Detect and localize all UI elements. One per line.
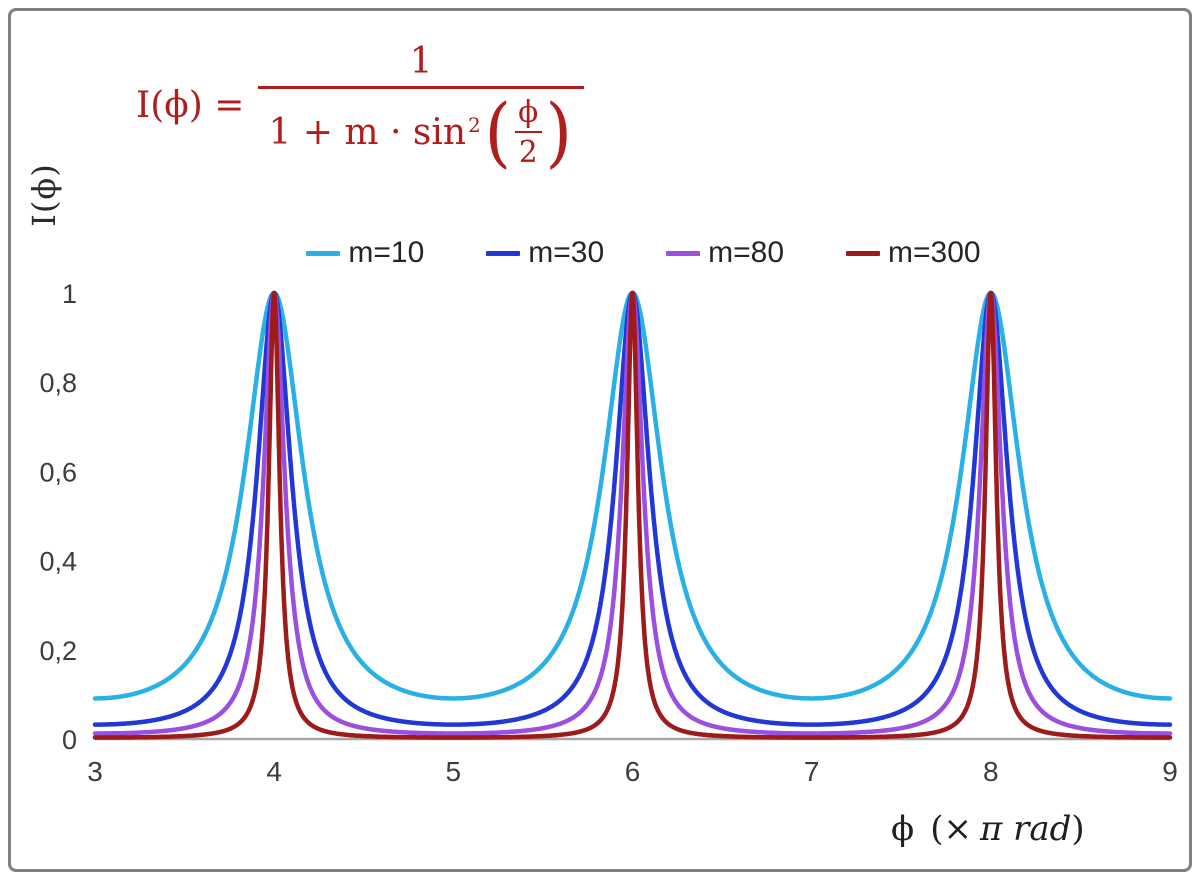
legend-swatch: [846, 250, 881, 256]
legend-swatch: [666, 250, 701, 256]
legend-swatch: [486, 250, 521, 256]
legend-label: m=80: [708, 236, 785, 269]
x-title-close: ): [1071, 809, 1085, 849]
legend: m=10 m=30 m=80 m=300: [106, 233, 1181, 273]
formula-inner-fraction: ϕ 2: [514, 95, 542, 169]
formula-fraction: 1 1 + m · sin 2 ( ϕ 2 ): [258, 41, 584, 170]
formula: I(ϕ) = 1 1 + m · sin 2 ( ϕ 2 ): [136, 41, 584, 170]
x-title-phi: ϕ: [891, 809, 915, 849]
curve-m-80: [92, 290, 1173, 736]
y-tick-label: 0: [62, 725, 77, 755]
legend-label: m=300: [888, 236, 981, 269]
x-tick-label: 9: [1162, 756, 1178, 787]
formula-den-text: 1 + m · sin: [268, 111, 467, 153]
x-tick-label: 6: [625, 756, 641, 787]
x-tick-label: 7: [804, 756, 820, 787]
formula-lhs: I(ϕ) =: [136, 84, 245, 126]
legend-item-m-10: m=10: [306, 236, 424, 270]
x-axis-title: ϕ (× π rad): [891, 809, 1085, 849]
legend-label: m=30: [528, 236, 605, 269]
formula-den-exponent: 2: [468, 113, 481, 137]
x-tick-label: 8: [983, 756, 999, 787]
y-tick-label: 1: [62, 279, 77, 309]
curve-m-30: [92, 290, 1173, 727]
formula-numerator: 1: [409, 41, 433, 82]
y-tick-label: 0,6: [39, 457, 77, 487]
legend-swatch: [306, 250, 341, 256]
x-title-open: (×: [930, 809, 972, 849]
legend-item-m-300: m=300: [846, 236, 981, 270]
x-tick-label: 5: [446, 756, 462, 787]
curve-m-300: [92, 290, 1173, 740]
formula-denominator: 1 + m · sin 2 ( ϕ 2 ): [258, 86, 584, 170]
y-tick-label: 0,4: [39, 547, 77, 577]
formula-inner-denominator: 2: [514, 131, 542, 169]
legend-item-m-30: m=30: [486, 236, 604, 270]
legend-label: m=10: [348, 236, 425, 269]
formula-inner-numerator: ϕ: [518, 95, 539, 129]
y-tick-label: 0,8: [39, 368, 77, 398]
x-tick-label: 3: [87, 756, 103, 787]
x-title-pi-rad: π rad: [979, 809, 1072, 849]
y-tick-label: 0,2: [39, 636, 77, 666]
legend-item-m-80: m=80: [666, 236, 784, 270]
x-tick-label: 4: [266, 756, 282, 787]
